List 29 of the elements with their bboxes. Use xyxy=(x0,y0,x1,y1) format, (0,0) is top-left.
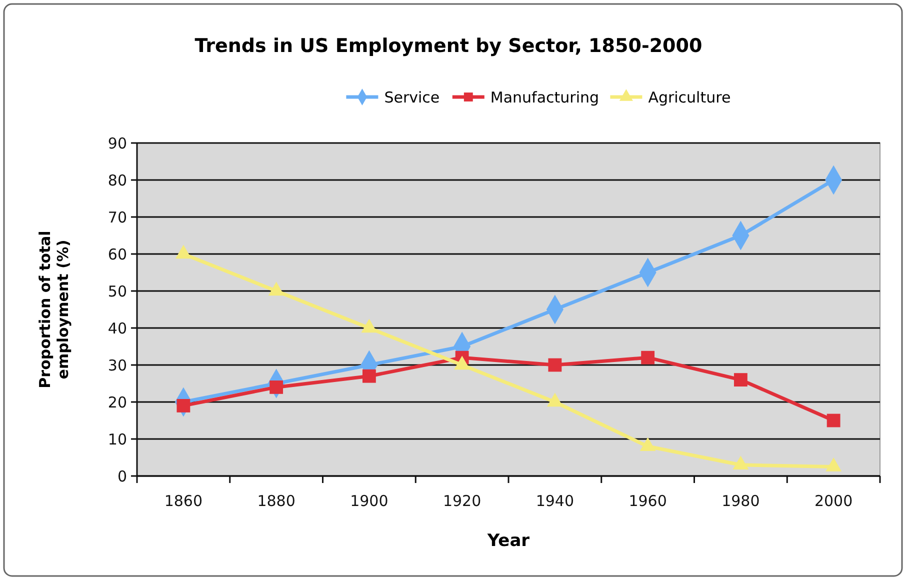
y-tick-label: 20 xyxy=(108,393,127,412)
x-tick-label: 1960 xyxy=(628,492,667,510)
y-axis-title: Proportion of total employment (%) xyxy=(36,230,72,388)
y-tick-label: 70 xyxy=(108,208,127,226)
point xyxy=(362,369,376,383)
y-tick-label: 50 xyxy=(108,282,127,300)
point xyxy=(548,358,562,372)
x-tick-label: 1940 xyxy=(536,492,574,510)
x-tick-label: 1860 xyxy=(164,492,203,510)
y-tick-label: 60 xyxy=(108,245,127,264)
y-tick-label: 90 xyxy=(108,134,127,152)
point xyxy=(641,350,655,364)
x-tick-label: 1880 xyxy=(257,492,296,510)
y-tick-label: 0 xyxy=(117,467,127,486)
y-tick-label: 80 xyxy=(108,171,127,190)
x-tick-label: 1920 xyxy=(442,492,482,510)
legend-label: Manufacturing xyxy=(490,88,600,106)
point xyxy=(734,373,748,387)
chart-title: Trends in US Employment by Sector, 1850-2000 xyxy=(194,35,702,57)
x-axis-title: Year xyxy=(486,531,530,551)
legend-label: Agriculture xyxy=(648,88,731,106)
y-tick-label: 10 xyxy=(108,430,127,448)
x-tick-label: 1900 xyxy=(350,492,388,510)
legend-label: Service xyxy=(384,88,440,106)
y-tick-label: 30 xyxy=(108,356,127,374)
point xyxy=(826,414,840,428)
x-tick-label: 2000 xyxy=(814,492,853,510)
y-tick-label: 40 xyxy=(108,319,127,338)
x-tick-label: 1980 xyxy=(722,492,760,510)
